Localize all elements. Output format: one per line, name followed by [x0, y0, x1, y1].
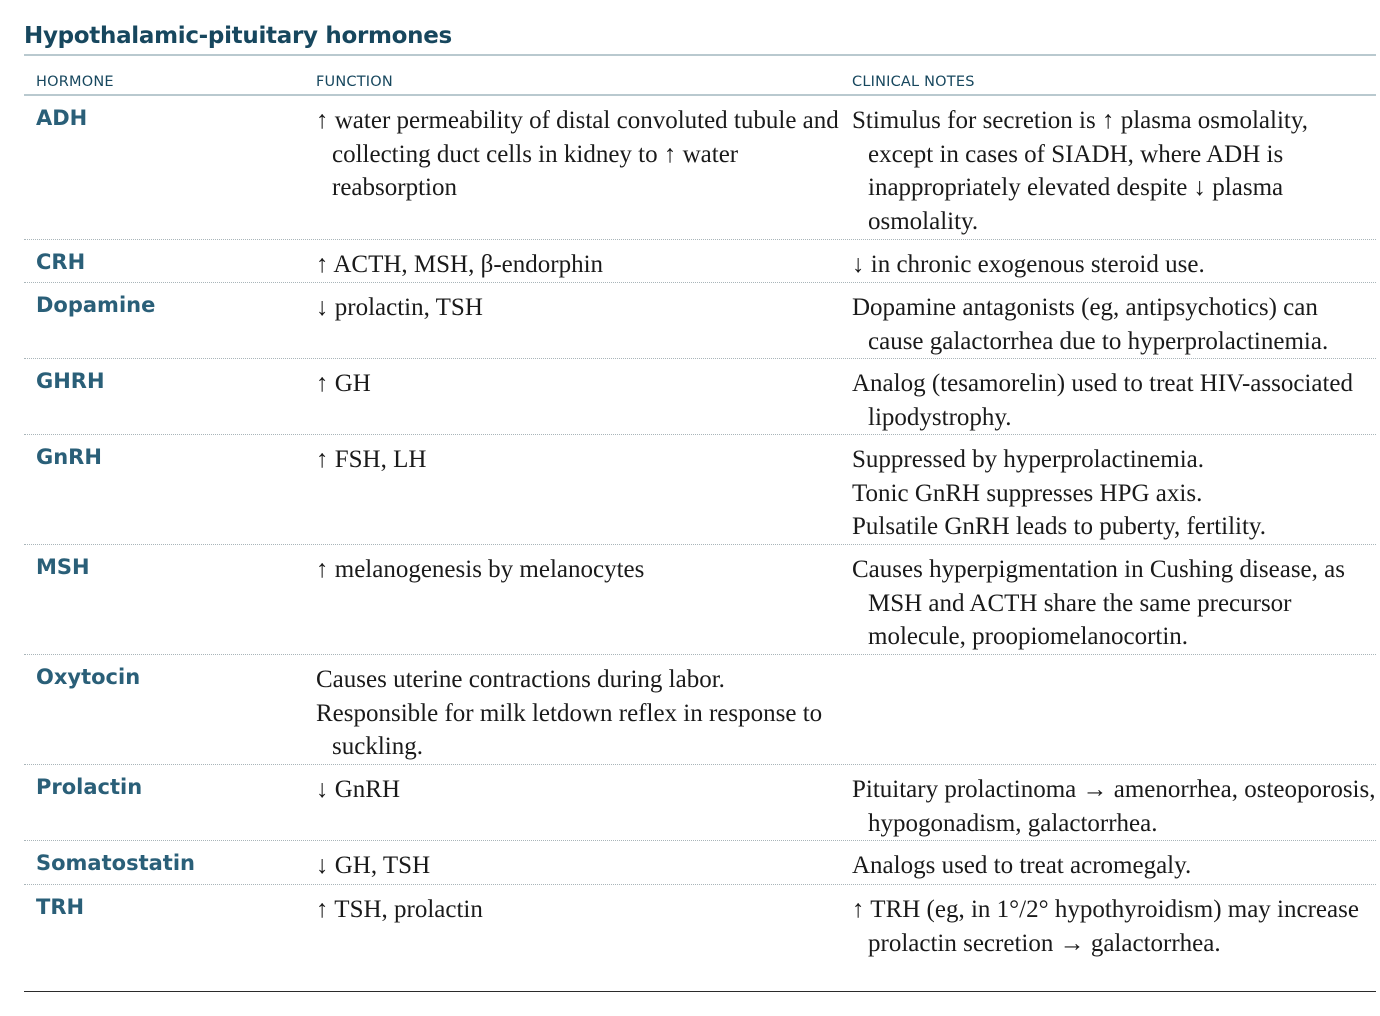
hormone-name: Prolactin	[36, 775, 143, 799]
function-text: ↓ GnRH	[316, 776, 401, 803]
hormone-name: ADH	[36, 106, 88, 130]
hormone-name: MSH	[36, 555, 90, 579]
clinical-note-text: Pulsatile GnRH leads to puberty, fertili…	[852, 513, 1267, 540]
hormone-table-page: Hypothalamic-pituitary hormones HORMONE …	[24, 18, 1376, 975]
hormone-name: Somatostatin	[36, 851, 195, 875]
hormone-name: Dopamine	[36, 293, 156, 317]
clinical-note-text: Suppressed by hyperprolactinemia.	[852, 446, 1204, 473]
table-row: GHRH ↑ GH Analog (tesamorelin) used to tre…	[24, 359, 1376, 435]
table-row: TRH ↑ TSH, prolactin ↑ TRH (eg, in 1°/2° h…	[24, 885, 1376, 975]
hormone-name: CRH	[36, 250, 86, 274]
table-row: Somatostatin ↓ GH, TSH Analogs used to tre…	[24, 841, 1376, 885]
hormone-name: Oxytocin	[36, 665, 141, 689]
clinical-note-text: Dopamine antagonists (eg, antipsychotics…	[852, 294, 1329, 355]
table-row: GnRH ↑ FSH, LH Suppressed by hyperprolacti…	[24, 435, 1376, 545]
function-text: Causes uterine contractions during labor…	[316, 666, 725, 693]
clinical-note-text: ↓ in chronic exogenous steroid use.	[852, 251, 1205, 278]
table-header-row: HORMONE FUNCTION CLINICAL NOTES	[24, 56, 1376, 96]
function-text: ↑ melanogenesis by melanocytes	[316, 556, 645, 583]
clinical-note-text: ↑ TRH (eg, in 1°/2° hypothyroidism) may …	[852, 896, 1359, 957]
function-text: ↓ GH, TSH	[316, 852, 431, 879]
column-header-function: FUNCTION	[316, 74, 393, 90]
table-row: ADH ↑ water permeability of distal convol…	[24, 96, 1376, 240]
function-text: ↑ TSH, prolactin	[316, 896, 483, 923]
clinical-note-text: Pituitary prolactinoma → amenorrhea, ost…	[852, 776, 1376, 837]
function-text: ↑ ACTH, MSH, β-endorphin	[316, 251, 604, 278]
hormone-name: GnRH	[36, 445, 102, 469]
clinical-note-text: Tonic GnRH suppresses HPG axis.	[852, 479, 1203, 507]
clinical-note-text: Stimulus for secretion is ↑ plasma osmol…	[852, 107, 1308, 235]
function-text: ↑ FSH, LH	[316, 446, 427, 473]
hormone-name: GHRH	[36, 369, 105, 393]
table-row: Oxytocin Causes uterine contractions duri…	[24, 655, 1376, 765]
table-row: Prolactin ↓ GnRH Pituitary prolactinoma → …	[24, 765, 1376, 841]
table-body: ADH ↑ water permeability of distal convol…	[24, 96, 1376, 975]
table-row: CRH ↑ ACTH, MSH, β-endorphin ↓ in chronic …	[24, 240, 1376, 283]
function-text: ↑ water permeability of distal convolute…	[316, 107, 839, 201]
table-title: Hypothalamic-pituitary hormones	[24, 18, 1376, 56]
function-text: Responsible for milk letdown reflex in r…	[316, 699, 823, 761]
function-text: ↑ GH	[316, 370, 371, 397]
clinical-note-text: Analog (tesamorelin) used to treat HIV-a…	[852, 370, 1354, 431]
table-row: Dopamine ↓ prolactin, TSH Dopamine antagon…	[24, 283, 1376, 359]
column-header-clinical-notes: CLINICAL NOTES	[852, 74, 975, 90]
bottom-rule	[24, 991, 1376, 992]
clinical-note-text: Causes hyperpigmentation in Cushing dise…	[852, 556, 1345, 650]
hormone-name: TRH	[36, 895, 85, 919]
function-text: ↓ prolactin, TSH	[316, 294, 483, 321]
column-header-hormone: HORMONE	[36, 74, 114, 90]
table-row: MSH ↑ melanogenesis by melanocytes Causes …	[24, 545, 1376, 655]
clinical-note-text: Analogs used to treat acromegaly.	[852, 852, 1192, 879]
